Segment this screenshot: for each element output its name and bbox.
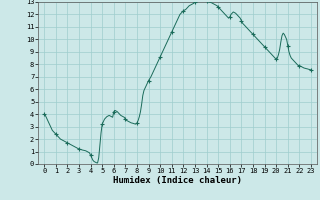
X-axis label: Humidex (Indice chaleur): Humidex (Indice chaleur) (113, 176, 242, 185)
